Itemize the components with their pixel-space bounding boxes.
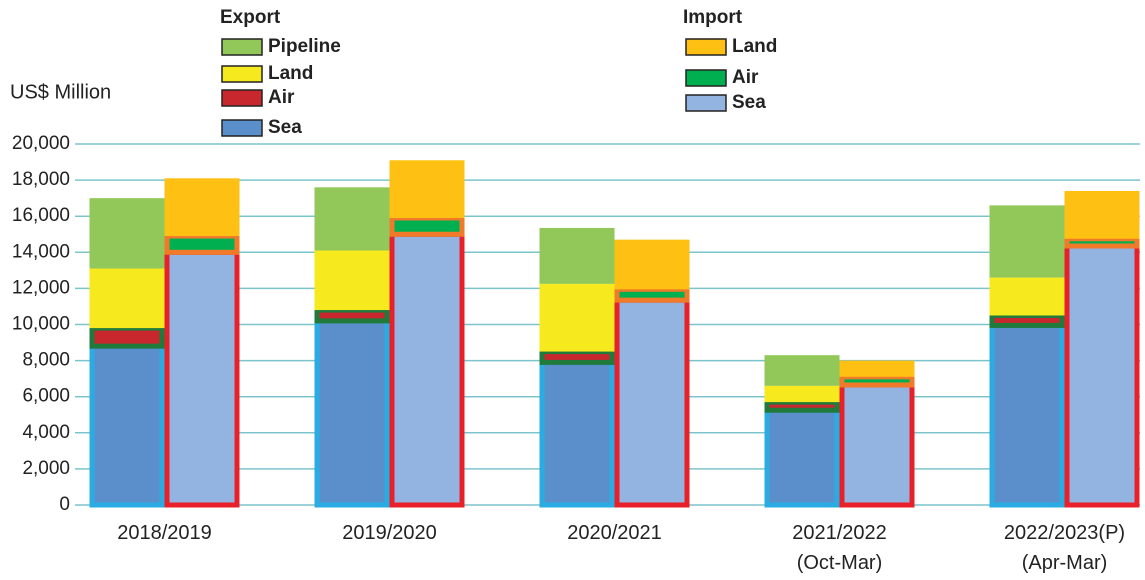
bar-segment xyxy=(614,239,690,290)
legend-label: Air xyxy=(268,87,295,108)
y-tick-label: 0 xyxy=(59,494,70,515)
y-tick-label: 6,000 xyxy=(22,386,70,407)
bar-segment xyxy=(764,355,840,386)
bar-segment xyxy=(764,407,840,508)
bar-segment xyxy=(389,231,465,508)
bar-segment xyxy=(764,385,840,403)
legend-swatch xyxy=(221,65,263,83)
legend-swatch xyxy=(221,38,263,56)
bar-segment xyxy=(389,215,465,237)
bar-segment xyxy=(164,178,240,237)
legend-label: Pipeline xyxy=(268,36,341,57)
bar-segment xyxy=(89,198,165,269)
bar-segment xyxy=(989,312,1065,328)
bar-segment xyxy=(389,160,465,219)
bar-segment xyxy=(164,233,240,255)
bar-segment xyxy=(314,250,390,311)
y-tick-label: 18,000 xyxy=(12,169,70,190)
legend-label: Sea xyxy=(268,117,302,138)
legend-swatch xyxy=(221,119,263,137)
x-tick-label: 2018/2019 xyxy=(117,522,212,544)
legend-swatch xyxy=(685,69,727,87)
y-tick-label: 10,000 xyxy=(12,314,70,335)
bar-segment xyxy=(989,322,1065,508)
bar-segment xyxy=(614,286,690,303)
y-tick-label: 12,000 xyxy=(12,277,70,298)
y-tick-label: 16,000 xyxy=(12,205,70,226)
y-tick-label: 2,000 xyxy=(22,458,70,479)
bar-segment xyxy=(314,307,390,324)
bar-segment xyxy=(989,205,1065,278)
legend-label: Land xyxy=(268,63,313,84)
y-axis-label: US$ Million xyxy=(10,81,111,103)
bar-segment xyxy=(539,359,615,508)
bar-segment xyxy=(1064,243,1140,508)
legend-title: Export xyxy=(220,7,281,28)
y-tick-label: 20,000 xyxy=(12,133,70,154)
bar-segment xyxy=(839,374,915,388)
bar-segment xyxy=(89,343,165,508)
legend-label: Air xyxy=(732,67,759,88)
legend-label: Land xyxy=(732,36,777,57)
bar-segment xyxy=(764,399,840,413)
legend-label: Sea xyxy=(732,92,766,113)
bar-segment xyxy=(1064,190,1140,239)
x-tick-label: 2022/2023(P) (Apr-Mar) xyxy=(1003,522,1126,574)
bar-segment xyxy=(1064,236,1140,249)
x-tick-label: 2021/2022 (Oct-Mar) xyxy=(792,522,887,574)
bar-segment xyxy=(839,360,915,377)
bar-segment xyxy=(89,325,165,349)
x-tick-label: 2020/2021 xyxy=(567,522,662,544)
bar-segment xyxy=(164,249,240,508)
y-tick-label: 14,000 xyxy=(12,241,70,262)
bar-segment xyxy=(314,187,390,251)
bar-segment xyxy=(539,349,615,365)
legend-swatch xyxy=(221,89,263,107)
legend-swatch xyxy=(685,94,727,112)
y-tick-label: 8,000 xyxy=(22,350,70,371)
legend-title: Import xyxy=(683,7,743,28)
bar-segment xyxy=(839,382,915,508)
bar-segment xyxy=(89,268,165,329)
bar-segment xyxy=(989,277,1065,316)
bar-segment xyxy=(314,318,390,508)
legend-swatch xyxy=(685,38,727,56)
x-tick-label: 2019/2020 xyxy=(342,522,437,544)
bar-segment xyxy=(614,297,690,508)
bar-segment xyxy=(539,283,615,352)
y-tick-label: 4,000 xyxy=(22,422,70,443)
bar-segment xyxy=(539,227,615,284)
